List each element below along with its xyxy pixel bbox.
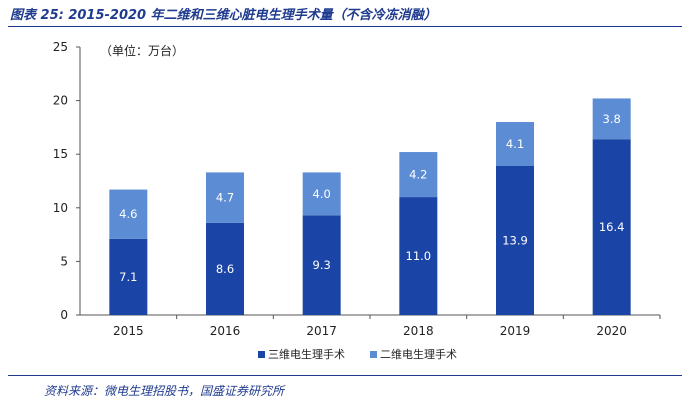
- data-label: 4.7: [216, 191, 234, 205]
- y-tick-label: 5: [60, 254, 68, 268]
- x-tick-label: 2016: [210, 324, 241, 338]
- x-tick-label: 2019: [500, 324, 531, 338]
- data-label: 3.8: [603, 112, 621, 126]
- legend-label: 二维电生理手术: [380, 347, 457, 361]
- y-tick-label: 15: [53, 147, 68, 161]
- source-note: 资料来源：微电生理招股书，国盛证券研究所: [44, 384, 285, 398]
- legend-swatch: [258, 351, 265, 358]
- data-label: 13.9: [502, 233, 528, 247]
- data-label: 7.1: [119, 270, 137, 284]
- bar-segment: [399, 152, 438, 198]
- bar-segment: [399, 197, 438, 315]
- data-label: 4.1: [506, 137, 524, 151]
- legend-label: 三维电生理手术: [268, 347, 345, 361]
- chart-bars: [109, 98, 631, 315]
- legend-swatch: [370, 351, 377, 358]
- chart-data-labels: 7.1 4.6 8.6 4.7 9.3 4.0 11.0 4.2 13.9 4.1 16.4 3.8: [119, 112, 624, 284]
- y-tick-label: 10: [53, 201, 68, 215]
- data-label: 9.3: [313, 258, 331, 272]
- bar-segment: [109, 238, 148, 315]
- data-label: 4.2: [409, 168, 427, 182]
- data-label: 16.4: [599, 220, 625, 234]
- bar-segment: [302, 172, 341, 216]
- figure-title: 图表 25: 2015-2020 年二维和三维心脏电生理手术量（不含冷冻消融）: [10, 8, 437, 23]
- bar-segment: [206, 172, 244, 223]
- chart-legend: 三维电生理手术 二维电生理手术: [258, 347, 457, 361]
- bar-segment: [206, 222, 244, 315]
- title-divider: [8, 26, 682, 27]
- bar-segment: [592, 98, 631, 140]
- x-tick-label: 2015: [113, 324, 144, 338]
- bar-segment: [592, 139, 631, 315]
- chart-axes: 0 5 10 15 20 25 （单位：万台） 2015 2016 2017 2018 2019 202…: [53, 40, 661, 338]
- bar-segment: [496, 165, 534, 315]
- y-tick-label: 0: [60, 308, 68, 322]
- data-label: 4.0: [313, 187, 331, 201]
- data-label: 8.6: [216, 262, 234, 276]
- bar-segment: [109, 189, 148, 239]
- x-tick-label: 2020: [596, 324, 627, 338]
- x-tick-label: 2018: [403, 324, 434, 338]
- unit-label: （单位：万台）: [100, 43, 184, 58]
- data-label: 4.6: [119, 207, 137, 221]
- x-tick-label: 2017: [306, 324, 337, 338]
- bar-segment: [496, 122, 534, 166]
- y-tick-label: 20: [53, 94, 68, 108]
- y-tick-label: 25: [53, 40, 68, 54]
- source-divider: [8, 375, 682, 376]
- data-label: 11.0: [406, 249, 432, 263]
- bar-segment: [302, 215, 341, 315]
